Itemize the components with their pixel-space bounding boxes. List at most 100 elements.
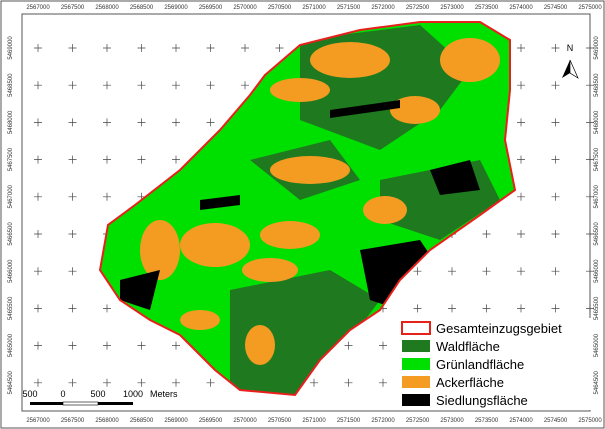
legend-swatch: [401, 321, 431, 335]
y-coord-label: 5466500: [594, 222, 600, 246]
x-coord-label: 2568000: [95, 418, 119, 424]
grid-cross: [551, 267, 560, 276]
legend-swatch: [402, 376, 430, 388]
x-coord-label: 2569000: [164, 5, 188, 11]
grid-cross: [448, 304, 456, 313]
grid-cross: [586, 81, 594, 90]
scale-bar: 500 0 500 1000 Meters: [22, 389, 178, 406]
x-coord-label: 2571000: [302, 5, 326, 11]
grid-cross: [68, 267, 77, 276]
y-coord-label: 5468500: [594, 73, 600, 97]
x-coord-label: 2572000: [371, 5, 395, 11]
grid-cross: [586, 44, 594, 52]
grid-cross: [551, 81, 560, 90]
grid-cross: [206, 81, 215, 90]
grid-cross: [586, 155, 594, 164]
x-coord-label: 2571500: [337, 5, 361, 11]
x-coord-label: 2568500: [130, 418, 154, 424]
grid-cross: [34, 118, 42, 127]
grid-cross: [137, 81, 146, 90]
grid-cross: [379, 341, 387, 350]
x-coord-label: 2567500: [61, 418, 85, 424]
grid-cross: [344, 378, 353, 387]
x-coord-label: 2574500: [544, 418, 568, 424]
grid-cross: [34, 44, 42, 52]
y-coord-label: 5467500: [594, 147, 600, 171]
x-coord-label: 2572500: [406, 5, 430, 11]
north-arrow: N: [562, 43, 579, 79]
x-coord-label: 2567000: [26, 5, 50, 11]
grid-cross: [517, 304, 525, 313]
grid-cross: [34, 230, 42, 238]
x-coord-label: 2569500: [199, 418, 223, 424]
y-coord-label: 5465000: [594, 333, 600, 357]
x-coord-label: 2573500: [475, 418, 499, 424]
grid-cross: [137, 118, 146, 127]
legend-swatch: [402, 358, 430, 370]
grid-cross: [551, 192, 560, 201]
grid-cross: [34, 81, 42, 90]
grid-cross: [413, 304, 422, 313]
legend-label: Siedlungsfläche: [436, 393, 528, 408]
grid-cross: [482, 230, 491, 238]
grid-cross: [172, 44, 180, 52]
grid-cross: [344, 341, 353, 350]
north-label: N: [567, 43, 574, 53]
x-coord-label: 2570500: [268, 5, 292, 11]
map-frame: [21, 13, 591, 412]
grid-cross: [586, 304, 594, 313]
x-coord-label: 2567500: [61, 5, 85, 11]
x-coord-label: 2573500: [475, 5, 499, 11]
grid-cross: [137, 341, 146, 350]
grid-cross: [172, 81, 180, 90]
grid-cross: [310, 378, 318, 387]
grid-cross: [34, 267, 42, 276]
grid-cross: [172, 118, 180, 127]
x-coord-label: 2569000: [164, 418, 188, 424]
grid-cross: [137, 44, 146, 52]
grid-cross: [103, 44, 111, 52]
grid-cross: [517, 118, 525, 127]
grid-cross: [482, 304, 491, 313]
grid-cross: [34, 378, 42, 387]
grid-cross: [34, 155, 42, 164]
grid-cross: [172, 341, 180, 350]
y-coord-label: 5469000: [594, 36, 600, 60]
grid-cross: [68, 81, 77, 90]
x-coord-label: 2570500: [268, 418, 292, 424]
y-coord-label: 5467000: [8, 184, 14, 208]
grid-cross: [413, 267, 422, 276]
grid-cross: [551, 118, 560, 127]
grid-cross: [68, 155, 77, 164]
grid-cross: [448, 267, 456, 276]
grid-cross: [34, 341, 42, 350]
x-coord-label: 2575000: [578, 418, 602, 424]
grid-cross: [68, 341, 77, 350]
x-coord-label: 2572000: [371, 418, 395, 424]
y-coord-label: 5465500: [8, 296, 14, 320]
grid-cross: [103, 304, 111, 313]
grid-cross: [586, 267, 594, 276]
x-coord-label: 2567000: [26, 418, 50, 424]
y-coord-label: 5466000: [8, 259, 14, 283]
grid-cross: [517, 267, 525, 276]
x-coord-label: 2575000: [578, 5, 602, 11]
grid-cross: [586, 118, 594, 127]
grid-cross: [68, 44, 77, 52]
legend-swatch: [402, 340, 430, 352]
y-coord-label: 5464500: [8, 370, 14, 394]
grid-cross: [68, 192, 77, 201]
legend-swatch: [402, 394, 430, 406]
grid-cross: [103, 155, 111, 164]
scale-label: 500: [90, 389, 105, 399]
grid-cross: [517, 44, 525, 52]
legend-label: Waldfläche: [436, 339, 500, 354]
grid-cross: [586, 230, 594, 238]
grid-cross: [275, 44, 284, 52]
grid-cross: [103, 118, 111, 127]
x-coord-label: 2569500: [199, 5, 223, 11]
grid-cross: [137, 378, 146, 387]
grid-cross: [241, 81, 249, 90]
y-coord-label: 5464500: [594, 370, 600, 394]
